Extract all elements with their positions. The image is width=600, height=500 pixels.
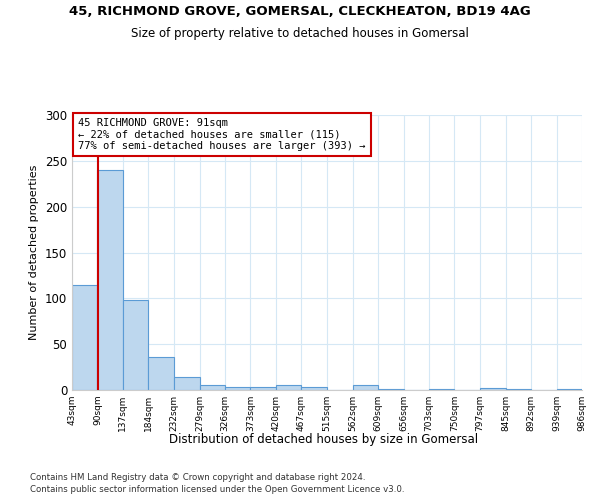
Bar <box>353 386 378 390</box>
Bar <box>378 389 404 390</box>
Bar <box>557 389 582 390</box>
Bar <box>97 170 123 390</box>
Text: Contains HM Land Registry data © Crown copyright and database right 2024.: Contains HM Land Registry data © Crown c… <box>30 472 365 482</box>
Bar <box>123 300 148 390</box>
Text: Contains public sector information licensed under the Open Government Licence v3: Contains public sector information licen… <box>30 485 404 494</box>
Bar <box>225 387 250 390</box>
Bar <box>200 386 225 390</box>
Bar <box>506 389 531 390</box>
Bar <box>174 377 200 390</box>
Y-axis label: Number of detached properties: Number of detached properties <box>29 165 40 340</box>
Text: Distribution of detached houses by size in Gomersal: Distribution of detached houses by size … <box>169 432 479 446</box>
Bar <box>480 388 506 390</box>
Bar <box>148 357 174 390</box>
Text: Size of property relative to detached houses in Gomersal: Size of property relative to detached ho… <box>131 28 469 40</box>
Text: 45, RICHMOND GROVE, GOMERSAL, CLECKHEATON, BD19 4AG: 45, RICHMOND GROVE, GOMERSAL, CLECKHEATO… <box>69 5 531 18</box>
Bar <box>301 387 327 390</box>
Text: 45 RICHMOND GROVE: 91sqm
← 22% of detached houses are smaller (115)
77% of semi-: 45 RICHMOND GROVE: 91sqm ← 22% of detach… <box>79 118 366 151</box>
Bar <box>429 389 454 390</box>
Bar <box>72 284 97 390</box>
Bar <box>250 387 276 390</box>
Bar <box>276 386 301 390</box>
